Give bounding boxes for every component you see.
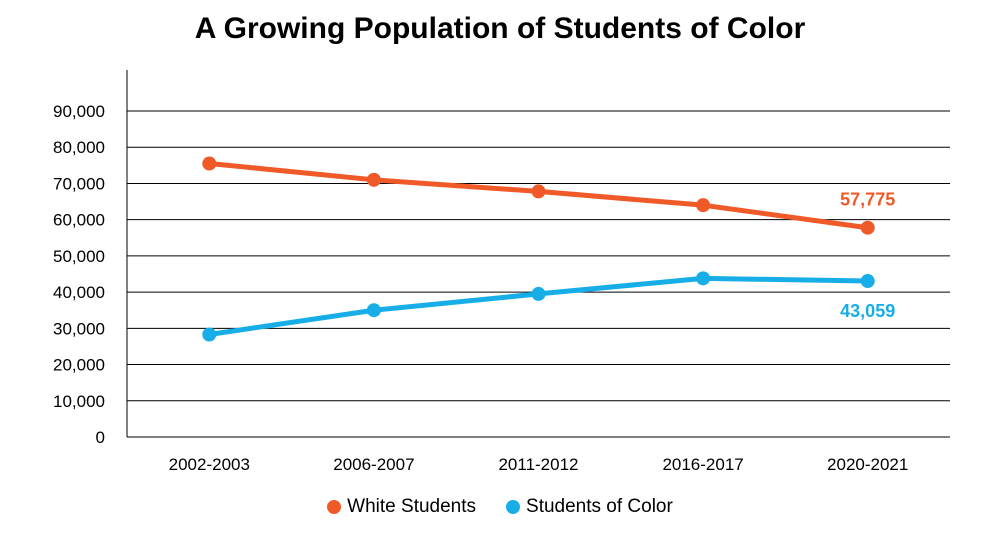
legend-swatch-students-of-color <box>506 500 521 514</box>
data-point <box>696 271 711 286</box>
data-point <box>696 198 711 213</box>
legend: White Students Students of Color <box>0 496 1000 518</box>
y-tick-label: 50,000 <box>53 247 105 266</box>
data-point <box>366 303 381 318</box>
y-tick-label: 40,000 <box>53 283 105 302</box>
legend-label-students-of-color: Students of Color <box>526 496 673 517</box>
data-point <box>531 286 546 301</box>
data-point <box>202 156 217 171</box>
x-tick-label: 2002-2003 <box>169 455 250 474</box>
x-tick-label: 2011-2012 <box>498 455 578 474</box>
data-point <box>860 274 875 289</box>
data-label: 57,775 <box>840 190 895 210</box>
legend-swatch-white-students <box>327 500 342 514</box>
legend-item-white-students: White Students <box>327 496 476 518</box>
y-tick-label: 80,000 <box>53 138 105 157</box>
data-point <box>366 172 381 187</box>
legend-item-students-of-color: Students of Color <box>506 496 673 518</box>
data-point <box>860 220 875 235</box>
x-tick-label: 2006-2007 <box>333 455 414 474</box>
y-tick-label: 70,000 <box>53 174 105 193</box>
y-tick-label: 10,000 <box>53 392 105 411</box>
y-tick-label: 0 <box>96 428 105 447</box>
y-tick-label: 20,000 <box>53 356 105 375</box>
y-tick-label: 30,000 <box>53 319 105 338</box>
x-tick-label: 2016-2017 <box>662 455 743 474</box>
data-point <box>531 184 546 199</box>
data-label: 43,059 <box>840 301 895 321</box>
legend-label-white-students: White Students <box>347 496 477 517</box>
data-point <box>202 327 217 342</box>
x-tick-label: 2020-2021 <box>827 455 908 474</box>
y-tick-label: 60,000 <box>53 211 105 230</box>
y-tick-label: 90,000 <box>53 102 105 121</box>
chart-title: A Growing Population of Students of Colo… <box>194 12 806 45</box>
series-line-students-of-color <box>206 275 871 337</box>
